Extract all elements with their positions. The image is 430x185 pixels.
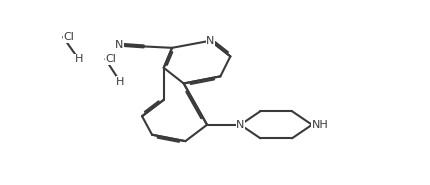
Text: N: N (206, 36, 215, 46)
Text: NH: NH (312, 120, 329, 130)
Text: H: H (74, 54, 83, 64)
Text: Cl: Cl (63, 32, 74, 42)
Text: N: N (115, 40, 124, 50)
Text: H: H (116, 77, 125, 87)
Text: N: N (236, 120, 245, 130)
Text: Cl: Cl (105, 54, 116, 64)
